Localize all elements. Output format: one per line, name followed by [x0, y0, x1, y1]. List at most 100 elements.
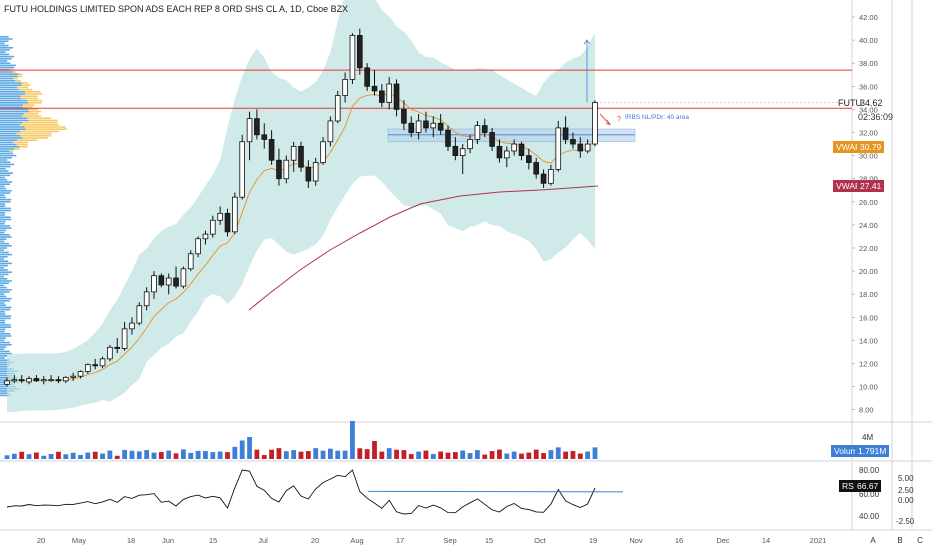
candle-body — [70, 375, 76, 378]
price-tick-label: 20.00 — [859, 267, 878, 276]
profile-bar-buy — [0, 341, 10, 344]
volume-bar — [291, 450, 297, 459]
price-tick-label: 16.00 — [859, 313, 878, 322]
profile-bar-buy — [0, 38, 13, 40]
candle-body — [136, 305, 143, 324]
profile-bar-buy — [0, 218, 12, 221]
volume-bar — [445, 452, 451, 459]
profile-bar-buy — [0, 286, 7, 289]
volume-bar — [452, 452, 458, 459]
profile-bar-buy — [0, 172, 13, 174]
price-tick-label: 14.00 — [859, 336, 878, 345]
candle-body — [445, 129, 451, 147]
price-tick-label: 18.00 — [859, 290, 878, 299]
profile-bar-sell — [22, 137, 49, 139]
profile-bar-sell — [12, 71, 17, 73]
profile-bar-buy — [0, 71, 13, 73]
profile-bar-sell — [12, 141, 29, 144]
profile-bar-buy — [0, 84, 22, 86]
scale-button-b[interactable]: B — [897, 536, 903, 545]
price-tick-label: 22.00 — [859, 244, 878, 253]
profile-bar-buy — [0, 132, 17, 135]
price-tick-label: 34.00 — [859, 105, 878, 114]
profile-bar-buy — [0, 163, 15, 166]
candle-body — [540, 173, 547, 184]
volume-bar — [320, 450, 326, 459]
time-tick-label: 18 — [127, 536, 135, 545]
rsi-value: 66.67 — [854, 480, 882, 492]
volume-bar — [563, 451, 568, 459]
time-tick-label: Nov — [629, 536, 643, 545]
profile-bar-sell — [19, 146, 28, 148]
volume-bar — [541, 453, 546, 459]
time-tick-label: May — [72, 536, 86, 545]
volume-bar — [592, 447, 598, 459]
candle-body — [548, 169, 554, 184]
volume-bar — [548, 450, 554, 459]
profile-bar-buy — [0, 302, 5, 304]
volume-bar — [188, 452, 194, 459]
candle-body — [526, 155, 532, 163]
vwap-short-label: VWAP — [836, 142, 861, 152]
profile-bar-buy — [0, 58, 12, 60]
profile-bar-buy — [0, 104, 24, 106]
vwap-long-label: VWAP — [836, 181, 861, 191]
profile-bar-buy — [0, 324, 11, 326]
scale-button-a[interactable]: A — [870, 536, 876, 545]
question-mark: ? — [617, 116, 621, 123]
profile-bar-buy — [0, 80, 16, 82]
profile-bar-sell — [20, 135, 52, 137]
volume-bar — [203, 451, 208, 459]
profile-bar-sell — [22, 121, 58, 124]
time-tick-label: Jun — [162, 536, 174, 545]
candle-body — [290, 145, 297, 161]
rsi-line — [6, 469, 596, 515]
candle-body — [129, 322, 135, 330]
price-tick-label: 42.00 — [859, 13, 878, 22]
profile-bar-buy — [0, 225, 11, 227]
volume-bar — [408, 454, 414, 459]
profile-bar-buy — [0, 212, 6, 214]
rsi-tick-60: 60.00 — [859, 490, 880, 499]
profile-bar-buy — [0, 181, 13, 183]
volume-bar — [114, 455, 120, 459]
volume-bar — [423, 450, 429, 459]
candle-body — [518, 143, 525, 157]
candle-body — [55, 379, 62, 382]
profile-bar-buy — [0, 337, 6, 339]
profile-bar-sell — [9, 150, 14, 152]
volume-bar — [335, 450, 341, 459]
volume-bar — [364, 449, 370, 459]
time-tick-label: 17 — [396, 536, 404, 545]
profile-bar-buy — [0, 352, 13, 355]
volume-bar — [239, 440, 245, 459]
volume-bar — [504, 453, 510, 459]
profile-bar-buy — [0, 60, 8, 62]
profile-bar-buy — [0, 306, 12, 309]
scale-button-c[interactable]: C — [917, 536, 923, 545]
vwap-long-line — [248, 185, 599, 311]
profile-bar-sell — [24, 126, 66, 128]
profile-bar-buy — [0, 108, 29, 111]
candle-body — [143, 291, 150, 307]
price-tick-label: 32.00 — [859, 129, 878, 138]
profile-bar-buy — [0, 194, 5, 196]
profile-bar-buy — [0, 275, 5, 278]
volume-bar — [78, 455, 83, 459]
candle-body — [386, 83, 392, 103]
profile-bar-buy — [0, 300, 10, 302]
candle-body — [107, 346, 113, 360]
candle-body — [408, 122, 415, 133]
volume-bar — [151, 452, 157, 459]
volume-bar — [467, 453, 473, 459]
profile-bar-buy — [0, 209, 11, 212]
profile-bar-buy — [0, 361, 14, 364]
profile-bar-buy — [0, 339, 5, 342]
volume-bar — [519, 453, 524, 459]
profile-bar-buy — [0, 115, 23, 117]
profile-bar-sell — [25, 93, 43, 95]
volume-bar — [34, 452, 39, 459]
profile-bar-buy — [0, 53, 10, 56]
profile-bar-buy — [0, 269, 8, 271]
